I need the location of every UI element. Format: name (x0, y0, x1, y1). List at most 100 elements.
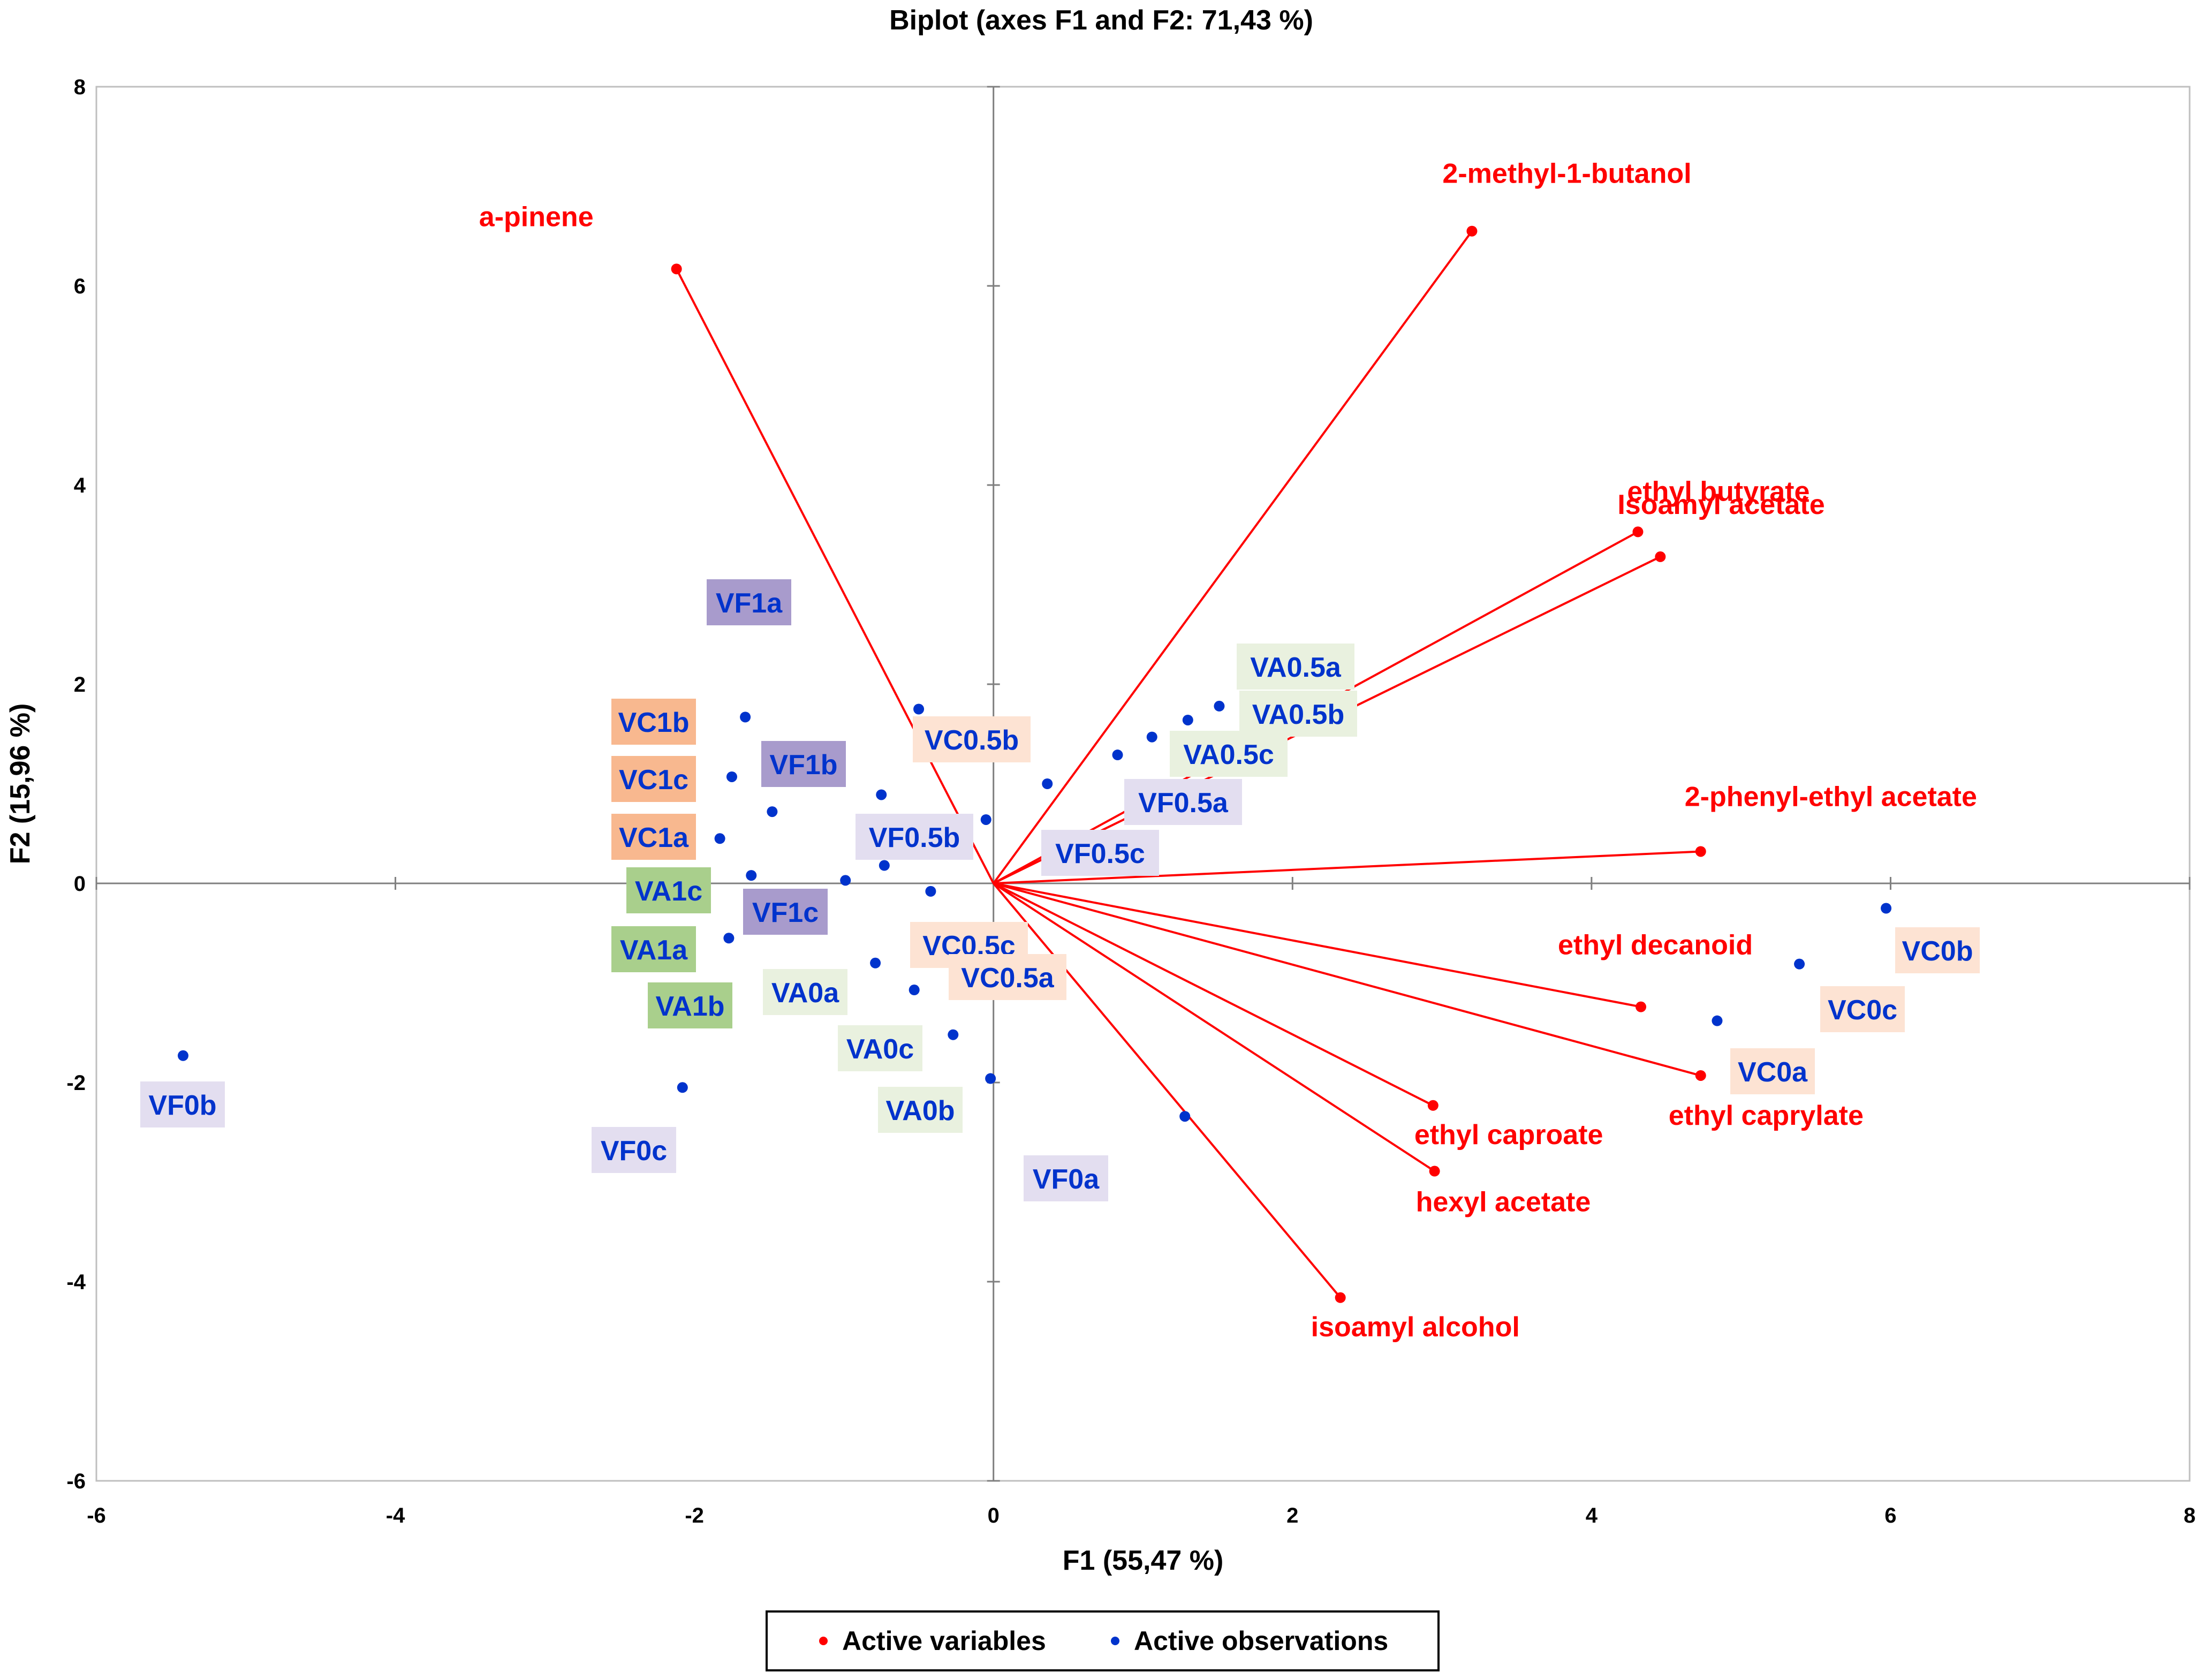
x-tick-label: -4 (386, 1504, 405, 1527)
legend-variables-label: Active variables (842, 1626, 1046, 1656)
observation-label-box (707, 579, 791, 625)
observation-label-box (1239, 691, 1357, 737)
observation-point (726, 771, 737, 782)
variable-label: ethyl butyrate (1627, 476, 1810, 507)
legend-variables-marker (819, 1637, 828, 1645)
observation-label-box (1170, 731, 1288, 777)
variable-point (1429, 1166, 1440, 1177)
variable-point (1335, 1292, 1346, 1303)
observation-point (1146, 731, 1157, 743)
x-tick-label: 4 (1586, 1504, 1598, 1527)
axes-layer: -6 -4 -2 0 2 4 6 8 -6 -4 -2 0 2 4 6 8 (66, 75, 2196, 1527)
observation-label: VC1c (619, 765, 688, 796)
observation-point (767, 806, 778, 818)
observation-point (948, 1029, 959, 1040)
observation-label: VC1a (619, 822, 689, 853)
variable-point (671, 263, 682, 275)
y-axis-title: F2 (15,96 %) (5, 703, 36, 865)
observation-label: VC1b (618, 707, 690, 738)
observation-label-box (743, 889, 828, 935)
variable-layer: a-pinene 2-methyl-1-butanol ethyl butyrate… (479, 158, 1977, 1343)
observation-point (1112, 750, 1123, 761)
observation-point (876, 789, 887, 800)
x-tick-label: 6 (1884, 1504, 1896, 1527)
observation-label: VA0a (771, 978, 839, 1009)
variable-label: hexyl acetate (1416, 1187, 1591, 1218)
observation-label-box (648, 982, 732, 1028)
legend: Active variables Active observations (766, 1610, 1440, 1671)
variable-vector (993, 850, 1701, 884)
observation-point (1214, 700, 1225, 712)
variable-label: isoamyl alcohol (1311, 1312, 1520, 1343)
observation-label: VA0b (885, 1095, 955, 1126)
observation-point (980, 814, 991, 825)
observation-point (913, 703, 925, 715)
variable-vector (993, 882, 1641, 1008)
y-tick-label: 4 (74, 474, 86, 497)
variable-label: Isoamyl acetate (1617, 489, 1825, 520)
observation-label: VA0.5a (1250, 652, 1342, 683)
observation-label: VA0.5b (1252, 699, 1344, 730)
observation-label: VC0.5a (961, 963, 1055, 994)
variable-vector (993, 882, 1701, 1077)
variable-point (1636, 1001, 1647, 1012)
y-tick-label: -4 (66, 1270, 86, 1294)
observation-point (746, 870, 757, 881)
variable-vector (993, 882, 1435, 1172)
observation-label-box (611, 699, 696, 745)
observation-label: VA1c (635, 876, 702, 907)
observation-label: VA1b (655, 991, 724, 1022)
variable-point (1655, 551, 1666, 562)
observation-point (1182, 714, 1193, 725)
variable-point (1695, 1070, 1706, 1081)
observation-label-box (913, 716, 1031, 762)
observation-point (677, 1082, 688, 1093)
variable-vector (993, 882, 1342, 1299)
variable-label: 2-phenyl-ethyl acetate (1685, 781, 1977, 812)
y-tick-label: -6 (66, 1470, 86, 1493)
observation-label-box (1024, 1155, 1108, 1201)
variable-point (1466, 225, 1478, 237)
observation-point (1881, 903, 1892, 914)
observation-label-box (1895, 927, 1980, 973)
variable-point (1632, 526, 1644, 538)
variable-label: ethyl decanoid (1558, 930, 1753, 961)
observation-label: VA0c (846, 1034, 914, 1065)
observation-point (723, 933, 735, 944)
observation-label: VF0a (1033, 1164, 1100, 1195)
variable-vector (993, 230, 1473, 884)
legend-observations-label: Active observations (1134, 1626, 1388, 1656)
y-tick-label: -2 (66, 1071, 86, 1095)
observation-point (1794, 958, 1805, 970)
variable-point (1695, 846, 1706, 857)
y-tick-label: 2 (74, 673, 86, 697)
legend-box (766, 1610, 1440, 1671)
variable-label: ethyl caprylate (1669, 1100, 1864, 1131)
x-tick-label: 2 (1286, 1504, 1298, 1527)
observation-label: VF1c (752, 897, 819, 928)
variable-vector (675, 268, 995, 884)
observation-label-box (1124, 779, 1242, 825)
observation-label: VC0a (1738, 1057, 1808, 1088)
x-axis-title: F1 (55,47 %) (1063, 1545, 1224, 1576)
observation-point (1712, 1015, 1723, 1026)
x-tick-label: 8 (2184, 1504, 2196, 1527)
observation-label-box (140, 1081, 225, 1127)
observation-point (177, 1050, 188, 1061)
x-tick-label: -2 (685, 1504, 704, 1527)
observation-label: VF0.5c (1055, 838, 1145, 869)
observation-label-box (1041, 830, 1159, 876)
y-tick-label: 6 (74, 275, 86, 298)
observation-label-box (592, 1127, 676, 1173)
observation-label-box (611, 814, 696, 860)
observation-point (740, 712, 751, 723)
observation-label-box (1237, 644, 1354, 690)
observation-label: VF1a (716, 588, 783, 619)
observation-point (925, 886, 936, 897)
observation-label: VC0c (1828, 995, 1897, 1026)
observation-label-box (626, 867, 711, 913)
observation-label-box (1820, 986, 1905, 1032)
observation-label: VF0.5a (1138, 788, 1229, 819)
observation-label: VC0b (1902, 936, 1973, 967)
